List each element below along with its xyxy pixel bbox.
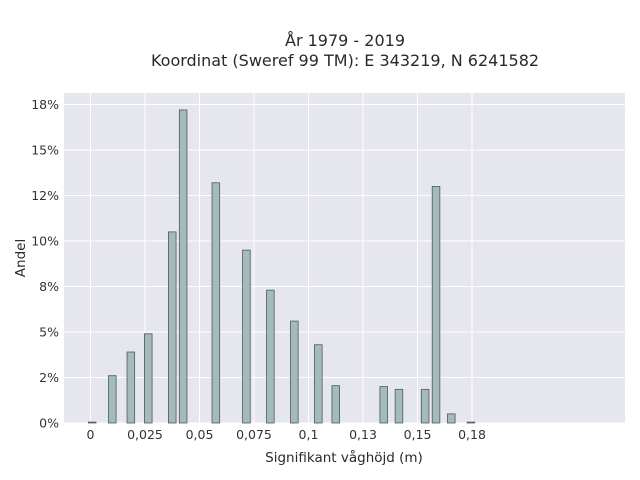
y-tick-label: 12% bbox=[31, 188, 59, 203]
histogram-bar bbox=[144, 333, 153, 424]
histogram-bar bbox=[108, 375, 117, 424]
x-tick-label: 0,025 bbox=[127, 427, 163, 442]
histogram-bar bbox=[168, 231, 177, 424]
histogram-bar bbox=[178, 109, 188, 424]
plot-area bbox=[64, 93, 625, 423]
y-axis-label: Andel bbox=[13, 239, 29, 277]
histogram-bar bbox=[126, 351, 136, 424]
chart-title-line-1: År 1979 - 2019 bbox=[285, 31, 405, 50]
x-tick-label: 0,1 bbox=[299, 427, 319, 442]
y-tick-label: 18% bbox=[31, 97, 59, 112]
histogram-bar bbox=[394, 388, 404, 424]
x-tick-label: 0,13 bbox=[349, 427, 377, 442]
x-tick-label: 0,15 bbox=[404, 427, 432, 442]
histogram-bar bbox=[420, 388, 430, 424]
x-axis-label: Signifikant våghöjd (m) bbox=[265, 449, 423, 466]
y-tick-label: 8% bbox=[39, 279, 59, 294]
histogram-bar bbox=[447, 413, 456, 424]
x-tick-label: 0,075 bbox=[236, 427, 272, 442]
histogram-bar bbox=[266, 289, 275, 424]
bars bbox=[88, 109, 476, 424]
x-tick-label: 0,05 bbox=[186, 427, 214, 442]
histogram-bar bbox=[314, 344, 323, 424]
histogram-bar bbox=[331, 385, 340, 424]
histogram-bar bbox=[211, 182, 221, 424]
x-tick-label: 0 bbox=[87, 427, 95, 442]
histogram-bar bbox=[431, 185, 441, 424]
y-tick-label: 5% bbox=[39, 325, 59, 340]
x-tick-label: 0,18 bbox=[458, 427, 486, 442]
histogram-bar bbox=[466, 421, 476, 424]
grid-lines bbox=[64, 93, 625, 424]
y-tick-label: 10% bbox=[31, 234, 59, 249]
histogram-bar bbox=[88, 421, 97, 424]
histogram-bar bbox=[379, 386, 388, 424]
histogram-bar bbox=[242, 249, 251, 424]
y-tick-label: 2% bbox=[39, 370, 59, 385]
y-tick-label: 15% bbox=[31, 143, 59, 158]
y-axis-ticks: 0% 2% 5% 8% 10% 12% 15% 18% bbox=[31, 97, 59, 431]
x-axis-ticks: 0 0,025 0,05 0,075 0,1 0,13 0,15 0,18 bbox=[87, 427, 486, 442]
y-tick-label: 0% bbox=[39, 416, 59, 431]
histogram-bar bbox=[290, 320, 299, 424]
chart-title-line-2: Koordinat (Sweref 99 TM): E 343219, N 62… bbox=[151, 51, 539, 70]
